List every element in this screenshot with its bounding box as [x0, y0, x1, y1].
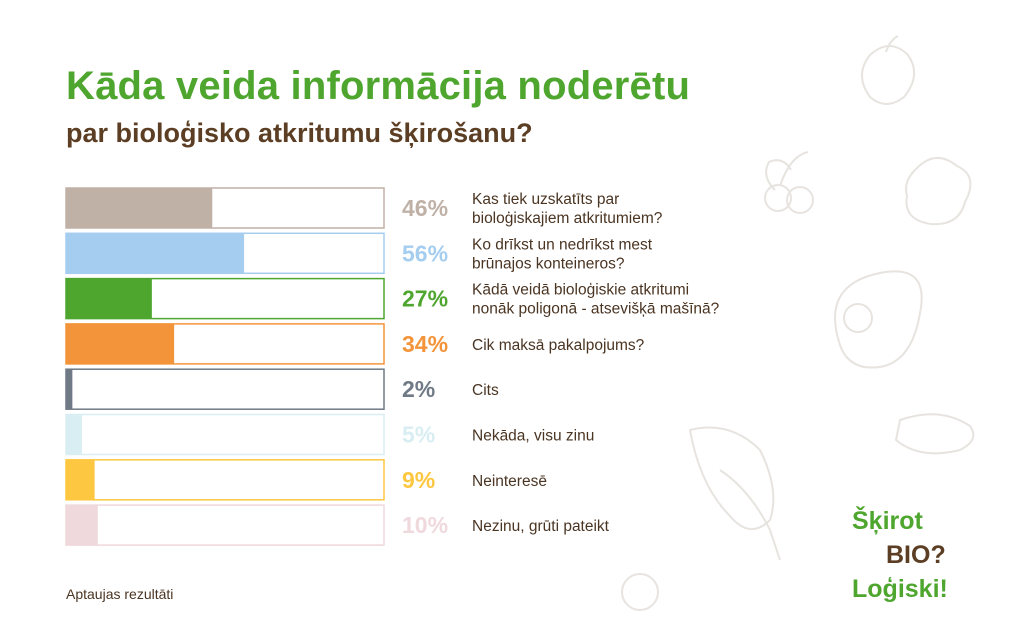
category-label: Kādā veidā bioloģiskie atkritumi: [472, 282, 689, 299]
value-label: 2%: [402, 376, 435, 402]
logo-line-2: BIO?: [886, 541, 946, 569]
bar: [66, 414, 82, 455]
logo-line-1: Šķirot: [852, 507, 923, 535]
category-label: Cik maksā pakalpojums?: [472, 337, 645, 354]
category-label: Kas tiek uzskatīts par: [472, 191, 619, 208]
bar-track: [65, 504, 385, 546]
category-label: nonāk poligonā - atsevišķā mašīnā?: [472, 301, 720, 318]
category-label: brūnajos konteineros?: [472, 255, 625, 272]
chart-subtitle: par bioloģisko atkritumu šķirošanu?: [66, 118, 533, 148]
skirot-bio-logo: Šķirot BIO? Loģiski!: [852, 504, 982, 606]
category-label: Cits: [472, 382, 499, 399]
horizontal-bar-chart: 46% Kas tiek uzskatīts par bioloģiskajiem …: [65, 187, 720, 546]
chart-title: Kāda veida informācija noderētu: [66, 64, 691, 108]
footnote: Aptaujas rezultāti: [66, 586, 174, 602]
bar-track: [65, 459, 385, 501]
bar: [66, 505, 98, 546]
value-label: 46%: [402, 195, 448, 221]
value-label: 9%: [402, 467, 435, 493]
value-label: 5%: [402, 422, 435, 448]
value-label: 27%: [402, 286, 448, 312]
category-label: Nezinu, grūti pateikt: [472, 518, 610, 535]
value-label: 10%: [402, 512, 448, 538]
bar-track: [65, 368, 385, 410]
bar: [66, 323, 175, 364]
bar: [66, 188, 213, 228]
bar: [66, 233, 245, 274]
bar: [66, 278, 152, 319]
bar-track: [65, 413, 385, 456]
value-label: 56%: [402, 240, 448, 266]
category-label: bioloģiskajiem atkritumiem?: [472, 210, 663, 227]
bar: [66, 459, 95, 500]
bar: [66, 369, 73, 410]
value-label: 34%: [402, 331, 448, 357]
logo-line-3: Loģiski!: [852, 575, 948, 603]
category-label: Nekāda, visu zinu: [472, 428, 594, 445]
category-label: Neinteresē: [472, 473, 547, 490]
category-label: Ko drīkst un nedrīkst mest: [472, 236, 653, 253]
